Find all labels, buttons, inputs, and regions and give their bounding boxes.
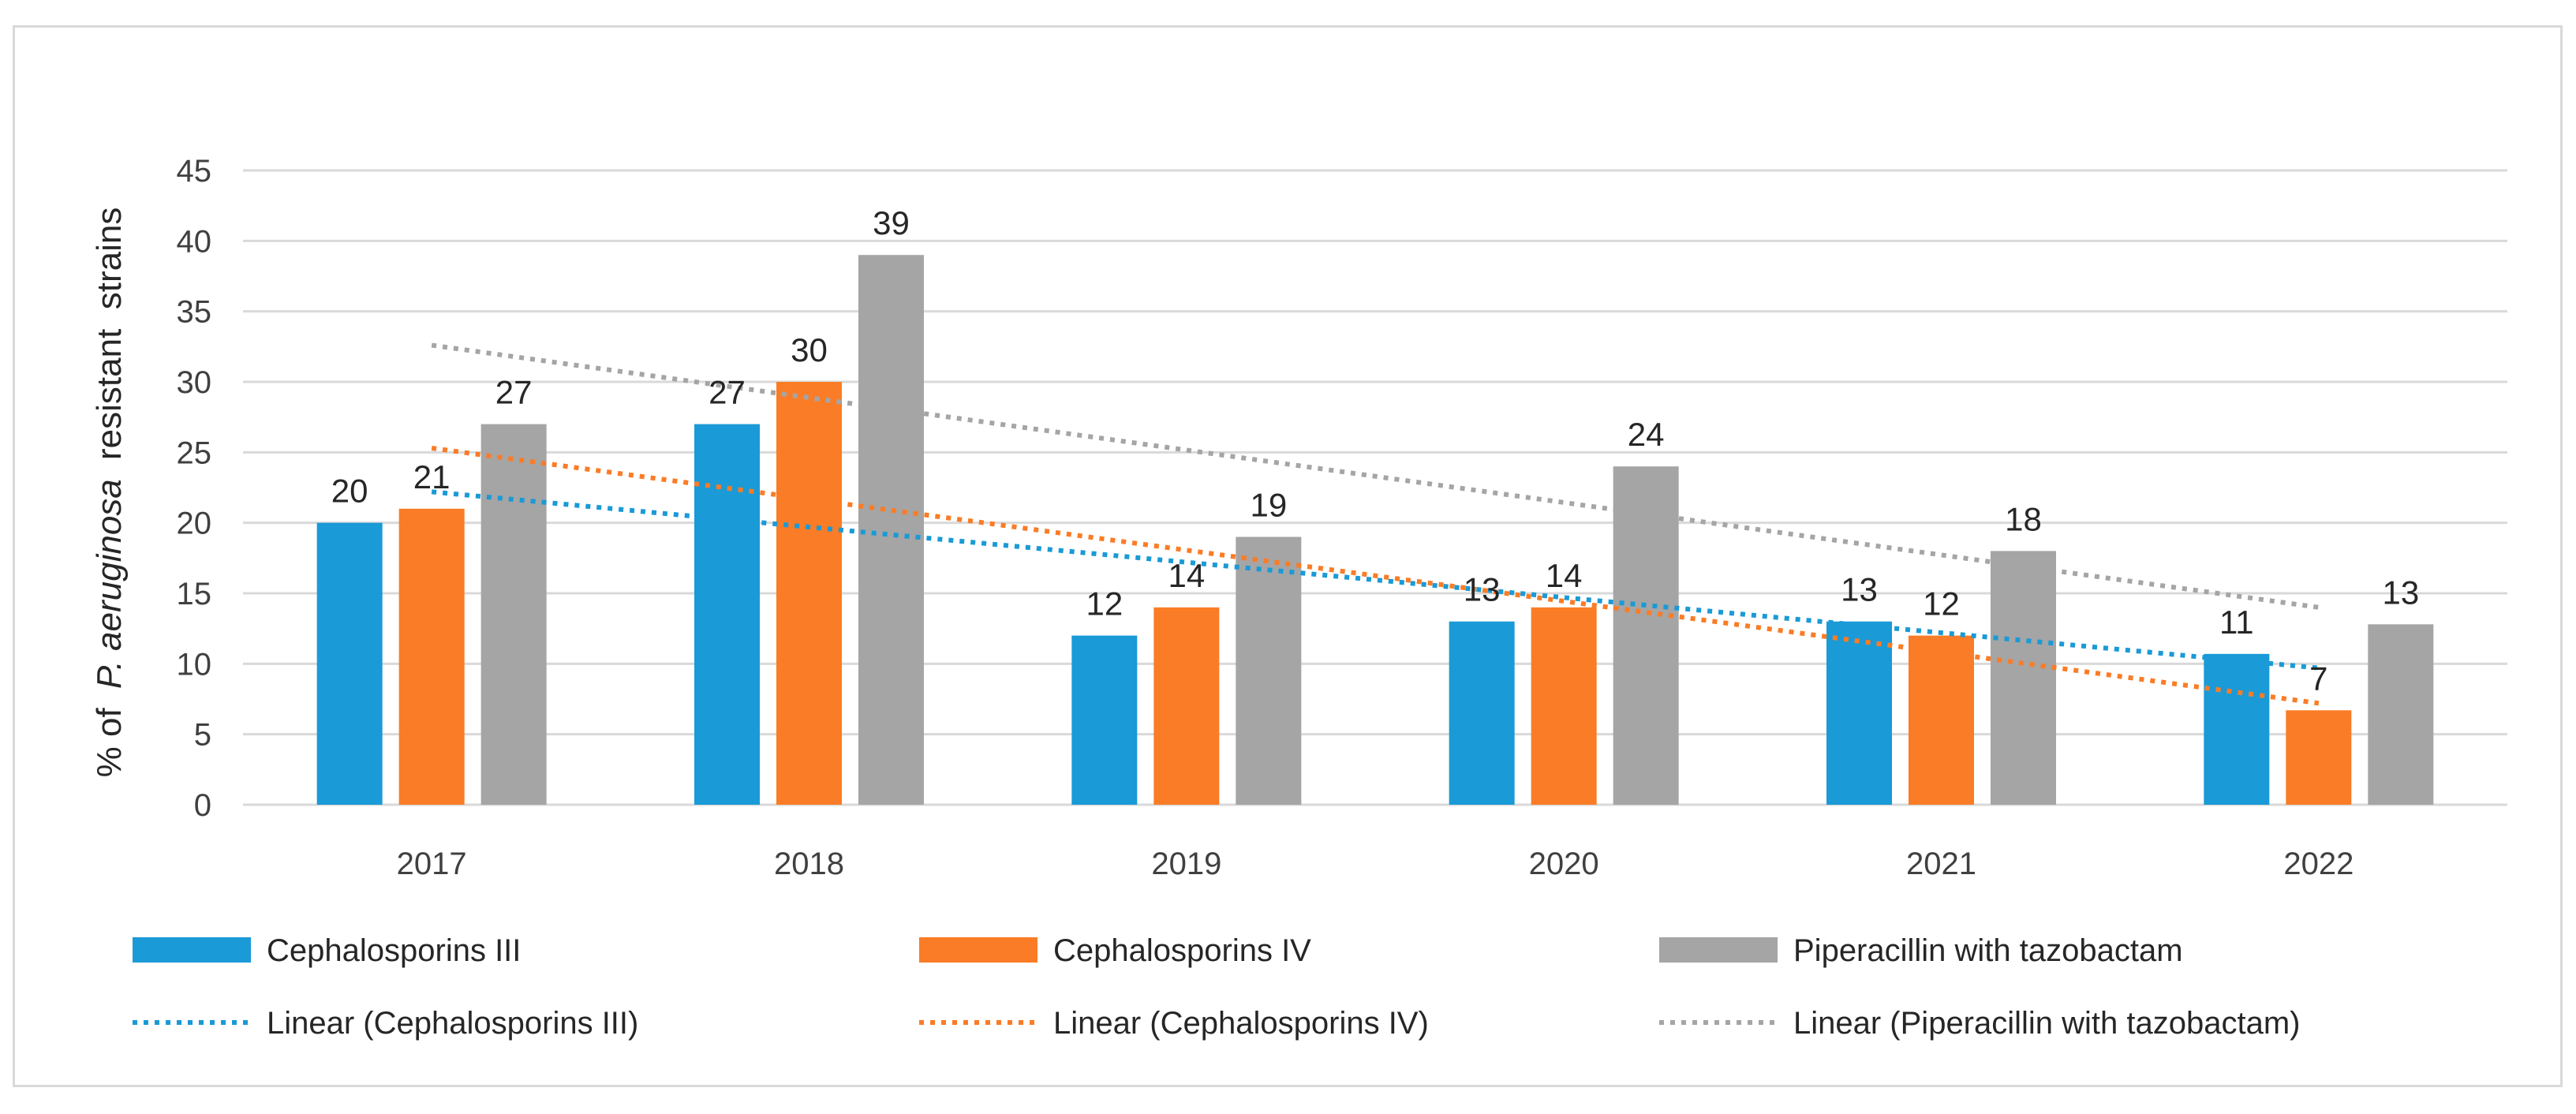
- trendline: [431, 342, 2320, 610]
- bar: [776, 382, 842, 805]
- data-label: 14: [1168, 557, 1205, 594]
- data-label: 12: [1923, 585, 1960, 622]
- x-tick-label: 2021: [1906, 847, 1976, 881]
- data-label: 12: [1086, 585, 1123, 622]
- bar: [1153, 607, 1220, 805]
- y-axis-title: % of P. aeruginosa resistant strains: [90, 207, 129, 778]
- bars: [316, 255, 2434, 805]
- data-label: 19: [1250, 487, 1287, 524]
- bar: [1531, 607, 1597, 805]
- y-axis-title-italic: P. aeruginosa: [90, 479, 129, 689]
- bar: [398, 508, 465, 805]
- data-label: 21: [413, 458, 451, 495]
- bar: [1826, 621, 1892, 805]
- y-tick-label: 45: [177, 154, 212, 189]
- bar: [2286, 710, 2352, 805]
- data-label: 7: [2309, 660, 2327, 697]
- data-labels: 20 21 27 27 30 39 12 14 19 13 14 24 13 12 18 11 7 13: [331, 204, 2419, 697]
- data-label: 27: [708, 374, 746, 411]
- y-axis-ticks: 0 5 10 15 20 25 30 35 40 45: [177, 154, 212, 823]
- data-label: 14: [1546, 557, 1583, 594]
- bar: [316, 522, 383, 805]
- y-tick-label: 25: [177, 436, 212, 470]
- bar: [1909, 635, 1974, 805]
- legend-trend-label: Linear (Cephalosporins III): [267, 1006, 638, 1041]
- data-label: 20: [331, 473, 368, 510]
- y-axis-title-prefix: % of: [90, 708, 129, 778]
- y-tick-label: 20: [177, 507, 212, 541]
- data-label: 11: [2219, 604, 2254, 641]
- legend-label: Piperacillin with tazobactam: [1793, 933, 2183, 968]
- trendlines: [431, 342, 2320, 706]
- y-tick-label: 30: [177, 365, 212, 400]
- y-tick-label: 15: [177, 577, 212, 611]
- x-axis-ticks: 2017 2018 2019 2020 2021 2022: [397, 847, 2354, 881]
- x-tick-label: 2020: [1529, 847, 1599, 881]
- legend-swatch: [1659, 937, 1778, 963]
- legend: Cephalosporins III Cephalosporins IV Piper…: [133, 933, 2301, 1041]
- gridlines: [243, 169, 2507, 736]
- y-tick-label: 35: [177, 295, 212, 330]
- legend-trend-label: Linear (Piperacillin with tazobactam): [1793, 1006, 2301, 1041]
- data-label: 18: [2005, 500, 2042, 537]
- legend-label: Cephalosporins IV: [1053, 933, 1311, 968]
- y-axis-title-suffix: resistant strains: [90, 207, 129, 460]
- bar: [1071, 635, 1138, 805]
- x-tick-label: 2019: [1151, 847, 1221, 881]
- data-label: 13: [1841, 571, 1878, 608]
- x-tick-label: 2022: [2283, 847, 2354, 881]
- bar: [2368, 624, 2434, 805]
- y-tick-label: 5: [194, 718, 211, 753]
- bar: [858, 255, 924, 805]
- chart-frame: [13, 25, 2563, 1087]
- y-tick-label: 10: [177, 647, 212, 682]
- bar: [1236, 536, 1302, 805]
- data-label: 13: [2382, 574, 2419, 611]
- bar: [1449, 621, 1515, 805]
- bar: [694, 424, 760, 805]
- data-label: 27: [495, 374, 533, 411]
- bar: [480, 424, 547, 805]
- legend-label: Cephalosporins III: [267, 933, 521, 968]
- data-label: 39: [873, 204, 910, 241]
- legend-swatch: [919, 937, 1038, 963]
- bar: [1613, 466, 1679, 805]
- data-label: 24: [1628, 416, 1665, 453]
- trendline: [431, 446, 2320, 706]
- y-tick-label: 0: [194, 788, 211, 823]
- legend-swatch: [133, 937, 251, 963]
- bar: [1991, 551, 2056, 805]
- bar: [2204, 653, 2270, 805]
- legend-trend-label: Linear (Cephalosporins IV): [1053, 1006, 1429, 1041]
- data-label: 13: [1464, 571, 1501, 608]
- x-tick-label: 2018: [774, 847, 844, 881]
- x-tick-label: 2017: [397, 847, 467, 881]
- y-tick-label: 40: [177, 224, 212, 259]
- data-label: 30: [791, 331, 828, 368]
